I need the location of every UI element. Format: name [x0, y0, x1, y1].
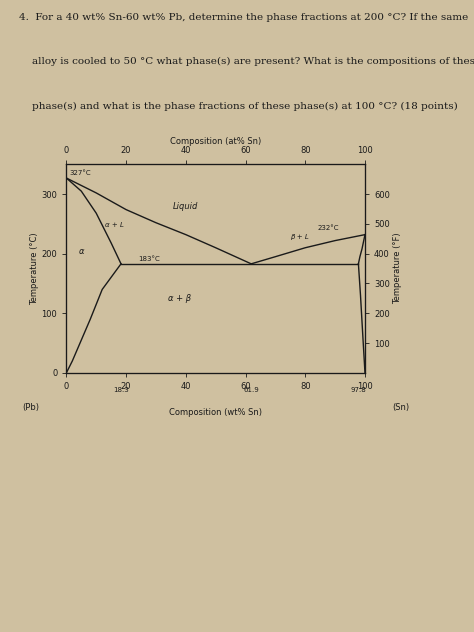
Text: α + L: α + L: [105, 222, 124, 228]
Text: α: α: [79, 246, 84, 256]
X-axis label: Composition (at% Sn): Composition (at% Sn): [170, 137, 261, 145]
Text: alloy is cooled to 50 °C what phase(s) are present? What is the compositions of : alloy is cooled to 50 °C what phase(s) a…: [19, 57, 474, 66]
Text: β + L: β + L: [290, 234, 309, 240]
Text: 61.9: 61.9: [243, 387, 259, 393]
Text: 97.8: 97.8: [351, 387, 366, 393]
Text: (Sn): (Sn): [392, 403, 410, 413]
Y-axis label: Temperature (°C): Temperature (°C): [30, 233, 39, 305]
Y-axis label: Temperature (°F): Temperature (°F): [392, 233, 401, 305]
Text: 327°C: 327°C: [69, 170, 91, 176]
Text: Liquid: Liquid: [173, 202, 199, 211]
X-axis label: Composition (wt% Sn): Composition (wt% Sn): [169, 408, 262, 416]
Text: α + β: α + β: [168, 295, 191, 303]
Text: 18.3: 18.3: [113, 387, 129, 393]
Text: phase(s) and what is the phase fractions of these phase(s) at 100 °C? (18 points: phase(s) and what is the phase fractions…: [19, 102, 458, 111]
Text: 183°C: 183°C: [138, 256, 160, 262]
Text: 232°C: 232°C: [317, 225, 339, 231]
Text: 4.  For a 40 wt% Sn-60 wt% Pb, determine the phase fractions at 200 °C? If the s: 4. For a 40 wt% Sn-60 wt% Pb, determine …: [19, 13, 468, 21]
Text: (Pb): (Pb): [22, 403, 39, 413]
